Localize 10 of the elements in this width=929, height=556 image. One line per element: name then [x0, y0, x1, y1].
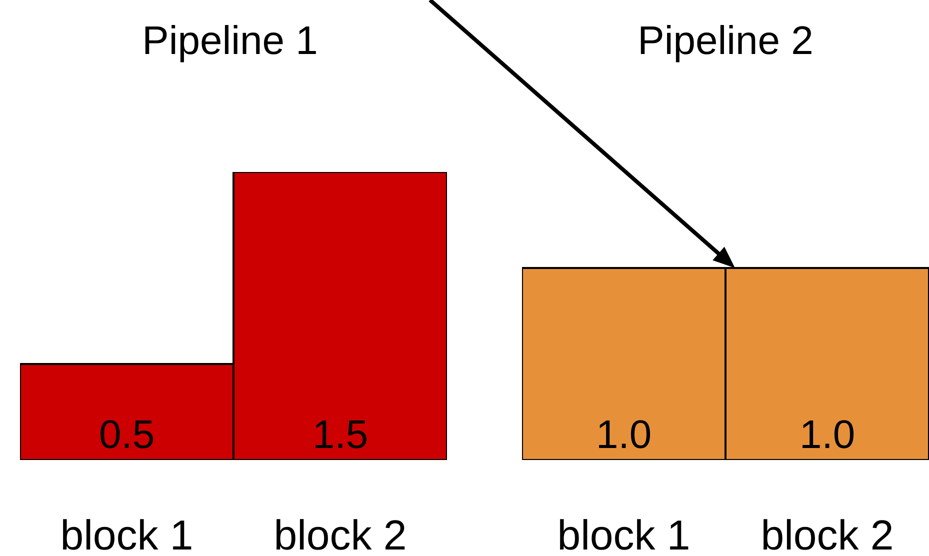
chart-title: Pipeline 2: [638, 19, 814, 63]
data-label: 0.5: [98, 413, 155, 457]
x-tick-label: block 2: [760, 511, 894, 556]
data-label: 1.0: [596, 413, 652, 457]
data-label: 1.5: [312, 413, 368, 457]
x-tick-label: block 2: [274, 511, 407, 556]
chart-title: Pipeline 1: [142, 19, 318, 63]
data-label: 1.0: [799, 413, 856, 457]
x-tick-label: block 1: [557, 511, 690, 556]
x-tick-label: block 1: [60, 511, 194, 556]
